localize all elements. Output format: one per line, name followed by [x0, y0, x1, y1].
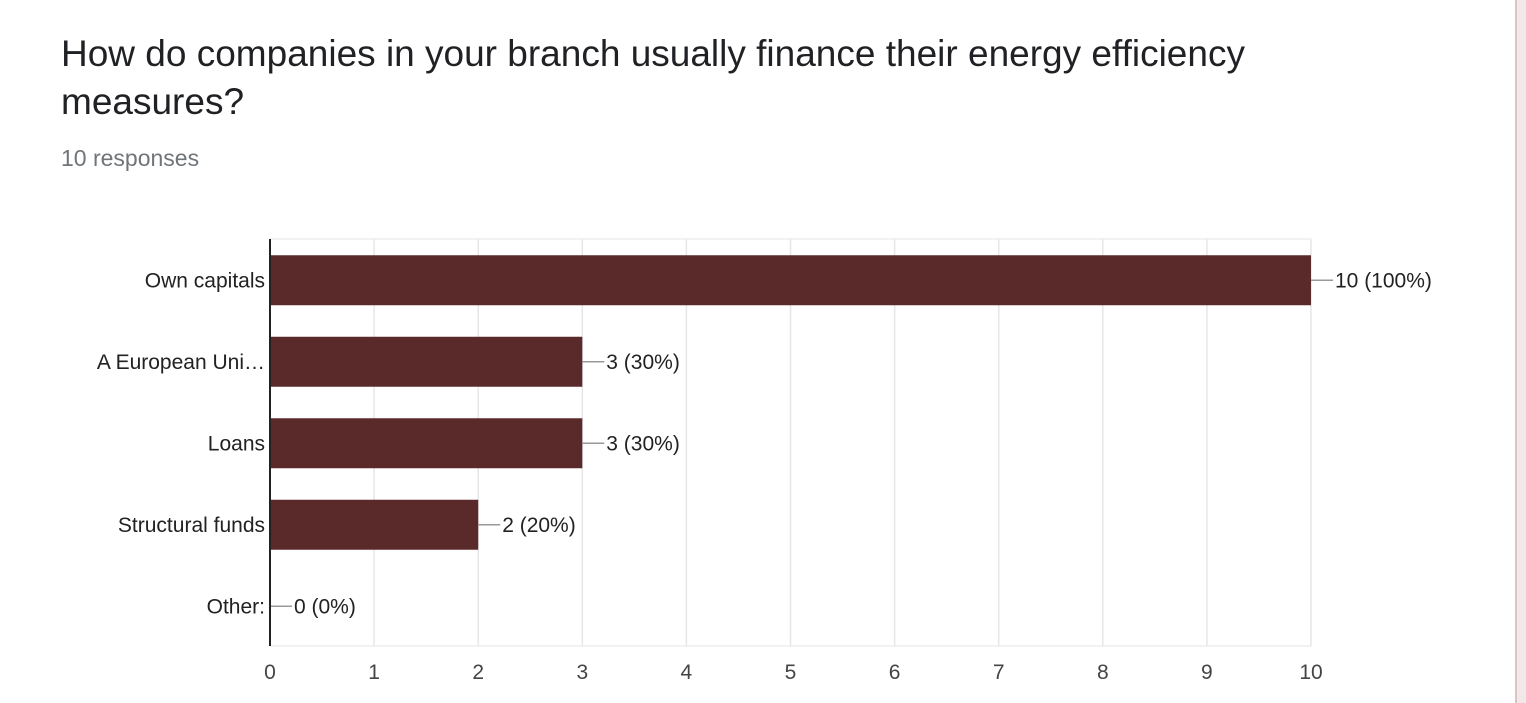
x-tick-label: 1 [368, 661, 380, 684]
x-tick-label: 4 [681, 661, 693, 684]
category-label: Structural funds [118, 514, 265, 537]
bar [270, 418, 583, 469]
category-label: Loans [208, 432, 265, 455]
x-tick-label: 2 [472, 661, 484, 684]
question-title: How do companies in your branch usually … [61, 33, 1245, 122]
x-tick-label: 0 [264, 661, 276, 684]
x-tick-label: 5 [785, 661, 797, 684]
bars [270, 255, 1311, 550]
category-label: A European Uni… [97, 351, 265, 374]
response-count: 10 responses [61, 145, 200, 171]
x-tick-label: 8 [1097, 661, 1109, 684]
x-tick-label: 9 [1201, 661, 1213, 684]
data-label: 10 (100%) [1335, 269, 1432, 292]
category-label: Own capitals [145, 269, 265, 292]
x-tick-label: 3 [576, 661, 588, 684]
scrollbar-track[interactable] [1515, 0, 1526, 703]
category-label: Other: [207, 595, 265, 618]
data-label: 0 (0%) [294, 595, 356, 618]
x-tick-label: 10 [1299, 661, 1322, 684]
bar [270, 336, 583, 387]
data-label: 3 (30%) [606, 432, 680, 455]
axes [269, 239, 1333, 646]
labels: 0 1 2 3 4 5 6 7 8 9 10 Own capitals 10 (100%) A Europ… [97, 269, 1432, 684]
x-tick-label: 6 [889, 661, 901, 684]
scrollbar-edge [1515, 0, 1517, 703]
bar [270, 499, 479, 550]
bar [270, 255, 1311, 306]
data-label: 3 (30%) [606, 351, 680, 374]
x-tick-label: 7 [993, 661, 1005, 684]
data-label: 2 (20%) [502, 514, 576, 537]
